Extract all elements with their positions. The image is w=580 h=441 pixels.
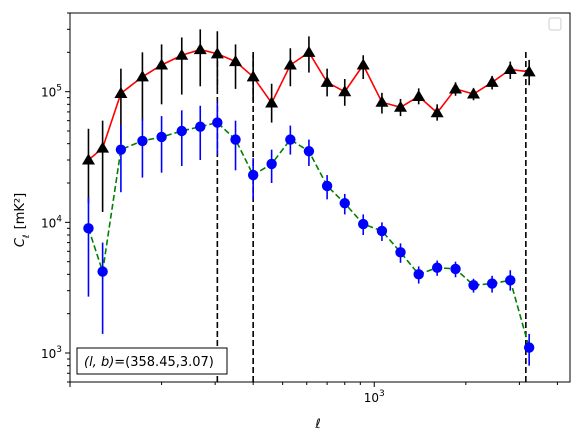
annotation-prefix: (l, b) [84, 355, 114, 370]
vertical-lines [216, 49, 527, 382]
marker-s1-p14 [320, 75, 334, 87]
series-markers [81, 43, 536, 353]
annotation-text: (l, b)=(358.45,3.07) [84, 355, 214, 370]
marker-s2-p20 [431, 262, 443, 273]
marker-s1-p8 [210, 47, 224, 59]
marker-s2-p21 [450, 263, 461, 275]
y-axis-label-unit: [mK²] [13, 193, 28, 230]
marker-s1-p19 [412, 89, 426, 101]
marker-s1-p13 [302, 45, 316, 57]
marker-s2-p15 [339, 198, 350, 209]
annotation-box [76, 347, 228, 375]
marker-s1-p9 [229, 55, 243, 67]
plot-frame [69, 12, 571, 383]
marker-s2-p1 [83, 223, 94, 234]
legend-box [548, 17, 562, 31]
marker-s1-p23 [485, 75, 499, 87]
marker-s2-p4 [137, 135, 148, 147]
marker-s1-p17 [375, 95, 389, 107]
marker-s2-p23 [486, 278, 498, 289]
marker-s1-p12 [283, 58, 297, 70]
marker-s1-p18 [394, 100, 408, 112]
marker-s1-p16 [356, 58, 370, 70]
marker-s1-p3 [114, 86, 128, 98]
marker-s1-p7 [193, 43, 207, 55]
marker-s2-p3 [115, 144, 127, 155]
marker-s1-p25 [522, 65, 536, 77]
annotation-value: =(358.45,3.07) [114, 355, 214, 370]
y-tick-label-10000: 104 [41, 214, 62, 230]
marker-s2-p10 [247, 169, 259, 181]
y-axis-label-sub: ℓ [22, 234, 32, 239]
marker-s2-p19 [413, 269, 424, 280]
marker-s2-p16 [358, 218, 369, 230]
marker-s2-p14 [321, 180, 333, 192]
x-tick-label-1000: 103 [364, 389, 385, 405]
marker-s2-p13 [303, 146, 315, 157]
annotation: (l, b)=(358.45,3.07) [76, 347, 228, 375]
marker-s2-p7 [195, 121, 206, 132]
marker-s1-p10 [246, 70, 260, 82]
x-axis-label: ℓ [314, 417, 320, 432]
marker-s1-p1 [81, 153, 95, 165]
marker-s1-p4 [135, 70, 149, 82]
y-tick-label-1000: 103 [41, 345, 62, 361]
marker-s2-p5 [156, 131, 167, 143]
marker-s2-p24 [505, 275, 516, 286]
y-axis-label: Cℓ [mK²] [13, 193, 32, 247]
marker-s2-p25 [523, 342, 535, 353]
marker-s1-p22 [467, 87, 481, 99]
marker-s1-p6 [175, 48, 189, 60]
marker-s1-p5 [155, 58, 169, 70]
axis-tick-labels: 103 103 104 105 [41, 84, 385, 405]
y-axis-label-base: C [13, 237, 28, 247]
marker-s2-p11 [266, 158, 277, 170]
y-tick-label-100000: 105 [41, 84, 62, 100]
plot-area [70, 13, 570, 382]
marker-s2-p12 [285, 134, 296, 145]
marker-s2-p2 [97, 266, 108, 277]
marker-s1-p20 [430, 106, 444, 118]
marker-s1-p21 [449, 82, 463, 94]
marker-s2-p8 [212, 117, 223, 128]
marker-s1-p2 [96, 141, 110, 153]
marker-s2-p9 [230, 134, 241, 145]
marker-s1-p15 [338, 85, 352, 97]
axis-ticks [65, 12, 558, 387]
marker-s2-p17 [376, 225, 388, 237]
marker-s1-p24 [503, 62, 517, 74]
marker-s2-p22 [468, 280, 479, 291]
marker-s2-p18 [395, 247, 406, 258]
marker-s2-p6 [176, 125, 187, 137]
marker-s1-p11 [265, 96, 279, 108]
